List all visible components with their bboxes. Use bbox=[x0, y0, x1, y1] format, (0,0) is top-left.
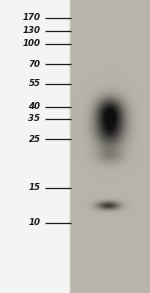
Text: 35: 35 bbox=[28, 114, 40, 123]
Text: 170: 170 bbox=[22, 13, 40, 22]
Text: 40: 40 bbox=[28, 103, 40, 111]
Text: 100: 100 bbox=[22, 40, 40, 48]
Text: 70: 70 bbox=[28, 60, 40, 69]
Text: 55: 55 bbox=[28, 79, 40, 88]
Text: 25: 25 bbox=[28, 135, 40, 144]
Text: 15: 15 bbox=[28, 183, 40, 192]
Text: 10: 10 bbox=[28, 218, 40, 227]
Text: 130: 130 bbox=[22, 26, 40, 35]
